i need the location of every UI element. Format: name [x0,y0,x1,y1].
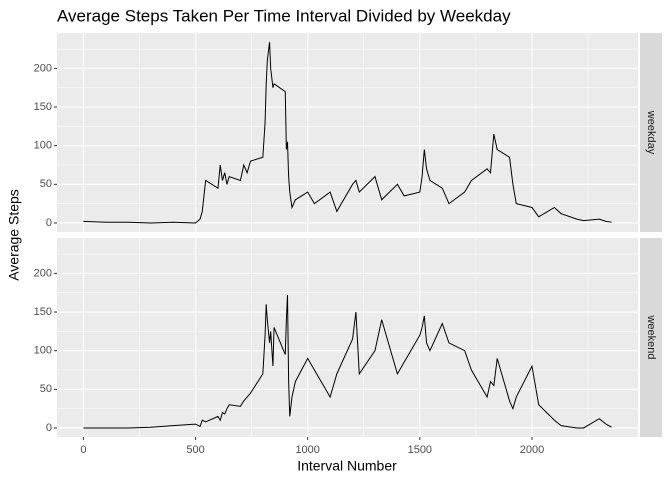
facet-strip [640,238,662,437]
x-tick-label: 0 [80,444,86,456]
x-tick-label: 1500 [408,444,432,456]
y-tick-label: 200 [34,62,52,74]
y-tick-label: 0 [46,422,52,434]
facet-strip [640,33,662,232]
y-tick-label: 100 [34,345,52,357]
y-tick-label: 0 [46,217,52,229]
y-tick-label: 100 [34,140,52,152]
panel-background [57,33,638,232]
y-tick-label: 150 [34,101,52,113]
facet-label: weekend [645,314,657,359]
x-tick-label: 1000 [295,444,319,456]
y-tick-label: 150 [34,306,52,318]
y-axis-label: Average Steps [6,189,22,281]
panel-background [57,238,638,437]
y-tick-label: 200 [34,267,52,279]
y-tick-label: 50 [40,178,52,190]
data-line [83,42,612,224]
chart-title: Average Steps Taken Per Time Interval Di… [57,6,511,25]
x-axis-label: Interval Number [297,458,397,474]
x-tick-label: 2000 [520,444,544,456]
x-tick-label: 500 [186,444,204,456]
data-line [83,295,612,429]
y-tick-label: 50 [40,383,52,395]
facet-label: weekday [645,110,657,155]
